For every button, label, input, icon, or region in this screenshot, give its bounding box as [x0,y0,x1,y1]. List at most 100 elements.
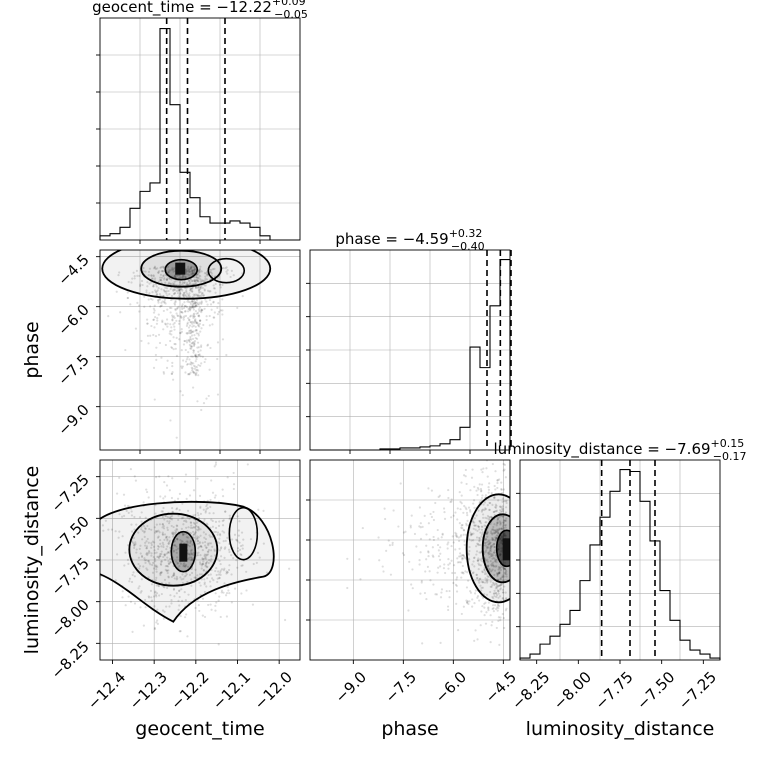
scatter-point [216,393,220,396]
scatter-point [190,584,193,587]
scatter-point [184,339,187,343]
scatter-point [497,590,500,593]
scatter-point [184,360,188,363]
scatter-point [498,570,501,573]
scatter-point [152,545,156,548]
scatter-point [476,595,480,598]
scatter-point [176,314,180,318]
scatter-point [460,612,463,616]
scatter-point [199,275,202,278]
scatter-point [166,359,169,362]
scatter-point [242,538,245,541]
scatter-point [174,307,177,311]
scatter-point [169,561,172,564]
scatter-point [238,548,242,551]
scatter-point [115,492,119,495]
scatter-point [166,528,169,532]
scatter-point [172,572,176,575]
scatter-point [138,567,141,570]
scatter-point [472,571,475,574]
scatter-point [194,355,197,358]
scatter-point [146,281,149,284]
scatter-point [133,543,136,546]
scatter-point [490,515,493,518]
scatter-point [496,530,499,533]
scatter-point [173,280,176,283]
scatter-point [233,533,237,536]
scatter-point [230,601,233,604]
histogram-bin [100,236,110,240]
scatter-point [489,530,493,533]
scatter-point [189,338,193,341]
scatter-point [154,529,157,533]
density-peak-cell [175,262,186,275]
scatter-point [462,605,465,608]
scatter-point [476,525,480,528]
scatter-point [474,524,478,527]
scatter-point [469,489,472,492]
scatter-point [179,287,183,291]
scatter-point [505,570,508,573]
scatter-point [159,305,162,308]
scatter-point [469,531,472,534]
scatter-point [499,510,503,513]
scatter-point [217,643,220,646]
scatter-point [168,539,171,542]
scatter-point [500,565,503,568]
scatter-point [173,325,176,328]
scatter-point [361,526,364,530]
scatter-point [168,269,171,272]
scatter-point [203,289,206,292]
scatter-point [502,567,505,570]
scatter-point [172,348,175,351]
scatter-point [199,545,202,548]
scatter-point [192,364,196,367]
scatter-point [491,537,495,540]
scatter-point [426,565,430,569]
scatter-point [196,537,199,540]
scatter-point [503,519,506,523]
scatter-point [466,601,469,604]
scatter-point [460,502,463,505]
scatter-point [487,543,490,546]
scatter-point [149,305,152,308]
scatter-point [438,494,441,497]
scatter-point [159,276,162,279]
scatter-point [154,565,157,568]
scatter-point [183,565,187,568]
scatter-point [504,519,508,522]
scatter-point [132,541,135,544]
scatter-point [165,535,168,539]
scatter-point [173,275,176,278]
histogram-bin [240,223,250,240]
scatter-point [475,489,478,492]
scatter-point [162,274,165,277]
scatter-point [495,607,498,611]
scatter-point [175,578,178,581]
scatter-point [498,571,501,574]
scatter-point [191,337,195,341]
scatter-point [209,505,212,509]
scatter-point [155,530,158,533]
scatter-point [143,557,146,560]
scatter-point [472,556,476,560]
scatter-point [163,533,167,536]
scatter-point [488,482,491,485]
scatter-point [499,578,502,581]
scatter-point [473,524,476,527]
scatter-point [209,573,212,576]
scatter-point [191,300,194,303]
scatter-point [173,303,177,306]
scatter-point [192,514,195,517]
scatter-point [496,603,500,606]
scatter-point [173,316,176,319]
scatter-point [176,291,180,295]
scatter-point [479,543,482,547]
scatter-point [171,282,174,285]
scatter-point [165,515,168,518]
scatter-point [450,498,453,501]
histogram-bin [620,470,630,660]
scatter-point [193,320,197,323]
scatter-point [490,545,493,548]
